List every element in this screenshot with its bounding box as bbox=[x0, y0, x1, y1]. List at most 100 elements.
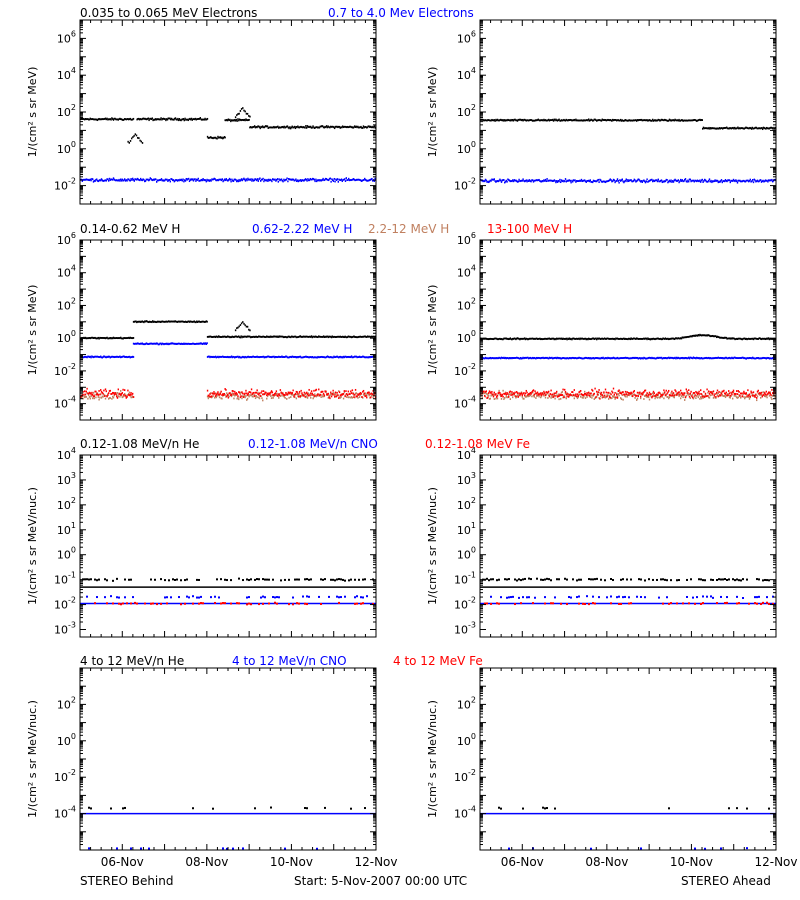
data-point bbox=[723, 180, 725, 182]
data-point bbox=[250, 336, 253, 338]
data-point bbox=[761, 357, 763, 360]
data-point bbox=[766, 126, 768, 129]
data-point bbox=[310, 392, 312, 395]
data-point bbox=[232, 355, 234, 358]
data-point bbox=[130, 396, 132, 399]
data-point bbox=[557, 119, 559, 122]
data-point bbox=[520, 602, 522, 605]
data-point bbox=[260, 180, 262, 182]
data-point bbox=[250, 178, 252, 181]
data-point bbox=[200, 321, 202, 323]
data-point bbox=[220, 397, 222, 400]
data-point bbox=[343, 125, 345, 128]
data-point bbox=[140, 179, 143, 181]
data-point bbox=[700, 357, 702, 360]
data-point bbox=[692, 396, 694, 399]
data-point bbox=[328, 396, 330, 399]
data-point bbox=[342, 578, 344, 581]
data-point bbox=[326, 178, 328, 181]
data-point bbox=[244, 396, 246, 399]
data-point bbox=[283, 125, 285, 128]
y-tick-label: 100 bbox=[457, 140, 476, 156]
data-point bbox=[750, 337, 752, 340]
data-point bbox=[280, 178, 283, 181]
data-point bbox=[131, 396, 133, 399]
data-point bbox=[231, 392, 234, 395]
data-point bbox=[192, 595, 194, 598]
data-point bbox=[604, 357, 606, 360]
data-point bbox=[637, 178, 639, 181]
data-point bbox=[709, 180, 711, 183]
data-point bbox=[122, 395, 124, 398]
data-point bbox=[96, 119, 99, 122]
x-axis bbox=[79, 455, 377, 637]
data-point bbox=[137, 342, 140, 345]
data-point bbox=[566, 179, 568, 182]
data-point bbox=[491, 393, 493, 396]
data-point bbox=[720, 336, 722, 339]
data-point bbox=[274, 335, 276, 338]
data-point bbox=[719, 357, 721, 359]
data-point bbox=[225, 336, 227, 339]
data-point bbox=[732, 389, 735, 392]
data-point bbox=[568, 119, 571, 122]
data-point bbox=[252, 179, 255, 182]
data-point bbox=[532, 357, 535, 360]
data-point bbox=[535, 179, 537, 182]
data-point bbox=[748, 180, 750, 183]
data-point bbox=[150, 602, 152, 605]
data-point bbox=[93, 118, 95, 121]
data-point bbox=[234, 392, 237, 395]
data-point bbox=[616, 392, 618, 395]
data-point bbox=[709, 357, 711, 359]
data-point bbox=[760, 393, 763, 396]
data-point bbox=[502, 179, 504, 181]
data-point bbox=[763, 357, 765, 359]
data-point bbox=[276, 178, 279, 180]
data-point bbox=[586, 392, 588, 394]
data-point bbox=[350, 396, 353, 398]
data-point bbox=[580, 180, 582, 182]
data-point bbox=[481, 179, 483, 182]
data-point bbox=[744, 357, 746, 359]
data-point bbox=[228, 119, 230, 122]
data-point bbox=[645, 119, 647, 122]
data-point bbox=[126, 337, 128, 339]
data-point bbox=[645, 180, 647, 183]
data-point bbox=[726, 394, 728, 397]
data-point bbox=[508, 178, 510, 181]
data-point bbox=[730, 127, 732, 130]
data-point bbox=[251, 336, 254, 338]
data-point bbox=[121, 118, 123, 121]
data-point bbox=[235, 392, 238, 394]
data-point bbox=[529, 391, 531, 394]
data-point bbox=[590, 392, 592, 395]
data-point bbox=[718, 395, 720, 398]
data-point bbox=[245, 356, 247, 359]
data-point bbox=[628, 337, 630, 340]
data-point bbox=[250, 603, 252, 606]
data-point bbox=[748, 337, 750, 340]
data-point bbox=[705, 334, 707, 337]
data-point bbox=[327, 179, 329, 181]
data-point bbox=[222, 335, 224, 338]
data-point bbox=[754, 396, 756, 398]
data-point bbox=[550, 602, 552, 605]
data-point bbox=[555, 392, 557, 395]
data-point bbox=[294, 578, 296, 581]
panel-header-label: 0.7 to 4.0 Mev Electrons bbox=[328, 6, 474, 20]
data-point bbox=[721, 390, 723, 393]
data-point bbox=[373, 180, 375, 182]
data-point bbox=[104, 356, 107, 359]
data-point bbox=[222, 847, 224, 850]
data-point bbox=[100, 118, 103, 121]
data-point bbox=[754, 602, 756, 605]
data-point bbox=[117, 388, 119, 391]
data-point bbox=[524, 356, 526, 359]
data-point bbox=[756, 127, 758, 130]
data-point bbox=[483, 119, 485, 122]
data-point bbox=[174, 117, 177, 120]
data-point bbox=[640, 395, 642, 398]
data-point bbox=[519, 180, 521, 183]
data-point bbox=[274, 335, 277, 338]
